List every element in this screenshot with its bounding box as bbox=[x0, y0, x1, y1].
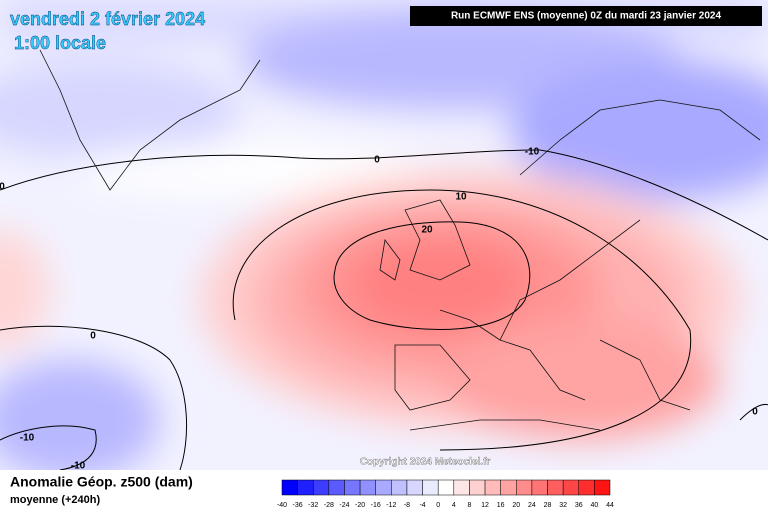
footer-subtitle: moyenne (+240h) bbox=[10, 494, 101, 506]
date: vendredi 2 février 2024 bbox=[10, 9, 205, 29]
colorbar-tick-label: 24 bbox=[528, 502, 536, 509]
coastlines bbox=[39, 49, 761, 431]
colorbar-box bbox=[484, 479, 501, 496]
colorbar-box bbox=[422, 479, 439, 496]
colorbar-box bbox=[578, 479, 595, 496]
contours bbox=[0, 149, 768, 471]
colorbar-box bbox=[453, 479, 470, 496]
contour-label: -10 bbox=[71, 461, 86, 472]
colorbar-box bbox=[375, 479, 392, 496]
contour-label: 0 bbox=[90, 331, 96, 342]
colorbar-box bbox=[469, 479, 486, 496]
colorbar-box bbox=[344, 479, 361, 496]
colorbar-box bbox=[500, 479, 517, 496]
colorbar-tick-label: 36 bbox=[575, 502, 583, 509]
time: 1:00 locale bbox=[14, 33, 106, 53]
run-box bbox=[410, 6, 762, 26]
footer-title: Anomalie Géop. z500 (dam) bbox=[10, 474, 193, 490]
colorbar-box bbox=[297, 479, 314, 496]
colorbar-box bbox=[312, 479, 330, 496]
colorbar-tick-label: 4 bbox=[452, 502, 456, 509]
colorbar-tick-label: 12 bbox=[481, 502, 489, 509]
colorbar-box bbox=[547, 479, 564, 496]
contour-label: -10 bbox=[20, 433, 35, 444]
colorbar-box bbox=[516, 479, 533, 496]
colorbar-box bbox=[594, 479, 611, 496]
colorbar-box bbox=[281, 479, 298, 496]
map: 0 10 20 -10 0 -10 -10 0 0 bbox=[0, 0, 768, 480]
colorbar-tick-label: -24 bbox=[339, 502, 349, 509]
colorbar-tick-label: -16 bbox=[371, 502, 381, 509]
colorbar-tick-label: -20 bbox=[355, 502, 365, 509]
colorbar-box bbox=[531, 479, 548, 496]
contour-label: 20 bbox=[421, 225, 433, 236]
contour-label: -10 bbox=[525, 147, 540, 158]
contour-label: 10 bbox=[455, 192, 467, 203]
colorbar-tick-label: 0 bbox=[436, 502, 440, 509]
colorbar-box bbox=[406, 479, 423, 496]
contour-label: 0 bbox=[374, 155, 380, 166]
colorbar-tick-label: 40 bbox=[590, 502, 598, 509]
contour-label: 0 bbox=[0, 182, 5, 193]
contour-label: 0 bbox=[752, 407, 758, 418]
colorbar-tick-label: 32 bbox=[559, 502, 567, 509]
colorbar: -40 -36 -32 -28 -24 -20 -16 -12 -8 -4 0 4 8 12 16 20 24 2… bbox=[277, 479, 614, 509]
colorbar-tick-label: -32 bbox=[308, 502, 318, 509]
colorbar-tick-label: 8 bbox=[467, 502, 471, 509]
colorbar-tick-label: -36 bbox=[293, 502, 303, 509]
colorbar-tick-label: -12 bbox=[386, 502, 396, 509]
colorbar-box bbox=[437, 479, 455, 496]
colorbar-tick-label: -8 bbox=[404, 502, 410, 509]
colorbar-box bbox=[391, 479, 408, 496]
colorbar-box bbox=[328, 479, 345, 496]
colorbar-tick-label: -40 bbox=[277, 502, 287, 509]
colorbar-tick-label: 28 bbox=[544, 502, 552, 509]
colorbar-box bbox=[562, 479, 580, 496]
colorbar-tick-label: 20 bbox=[512, 502, 520, 509]
copyright: Copyright 2024 Meteociel.fr bbox=[360, 457, 491, 468]
colorbar-tick-label: 44 bbox=[606, 502, 614, 509]
run: Run ECMWF ENS (moyenne) 0Z du mardi 23 j… bbox=[451, 11, 722, 22]
colorbar-tick-label: 16 bbox=[497, 502, 505, 509]
colorbar-box bbox=[359, 479, 376, 496]
colorbar-tick-label: -28 bbox=[324, 502, 334, 509]
colorbar-tick-label: -4 bbox=[419, 502, 425, 509]
